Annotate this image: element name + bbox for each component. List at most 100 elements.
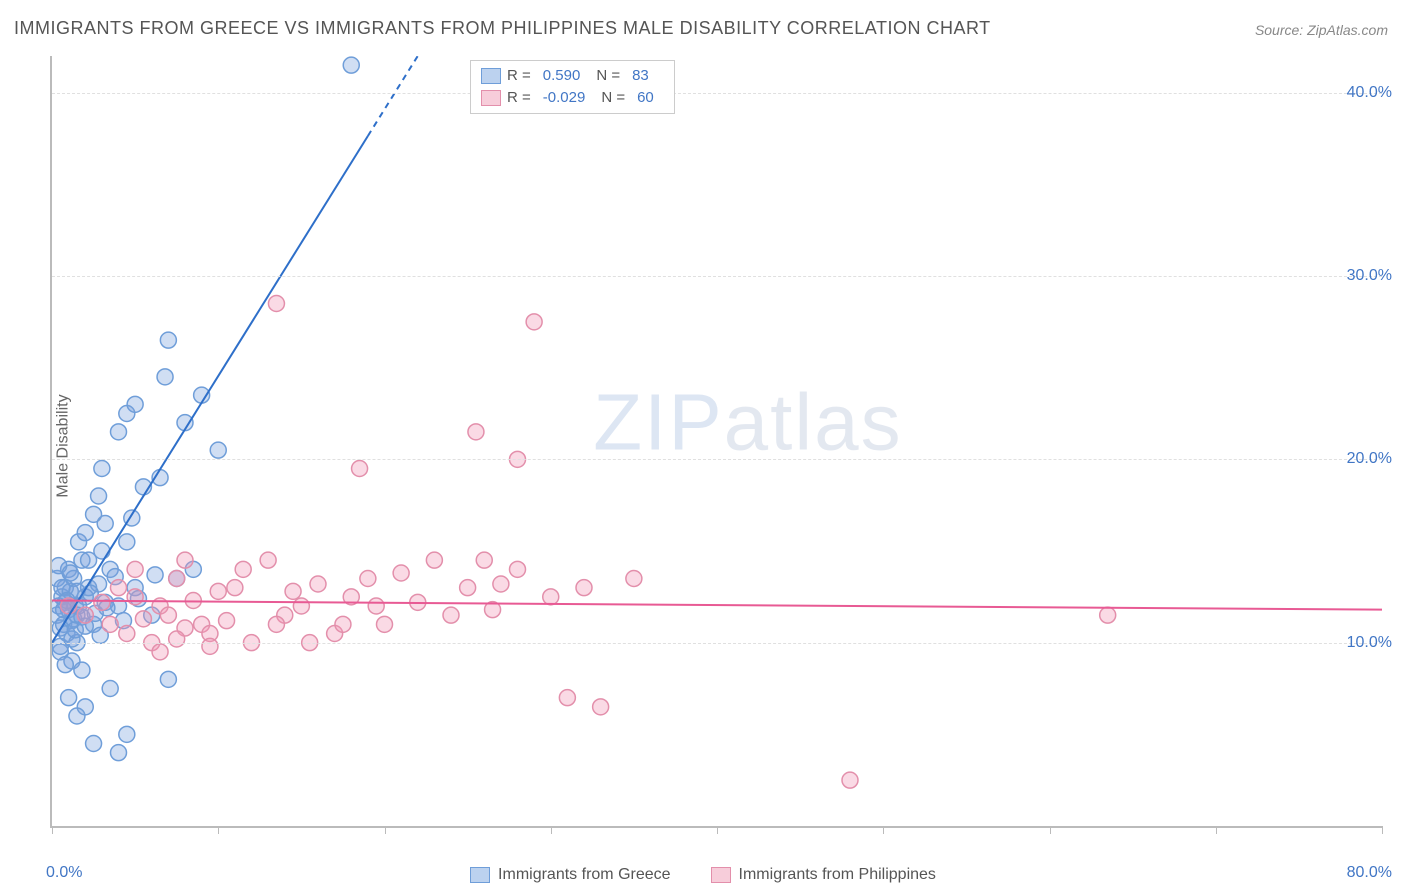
y-tick-label: 40.0%	[1347, 84, 1392, 102]
swatch-greece	[481, 68, 501, 84]
x-tick	[551, 826, 552, 834]
data-point	[202, 638, 218, 654]
data-point	[177, 552, 193, 568]
data-point	[69, 708, 85, 724]
r-label: R =	[507, 87, 531, 109]
x-tick	[1382, 826, 1383, 834]
data-point	[460, 580, 476, 596]
data-point	[626, 571, 642, 587]
data-point	[127, 396, 143, 412]
data-point	[352, 461, 368, 477]
legend-item-philippines: Immigrants from Philippines	[711, 866, 936, 884]
data-point	[268, 616, 284, 632]
swatch-philippines	[481, 90, 501, 106]
n-value-greece: 83	[626, 65, 659, 87]
data-point	[111, 580, 127, 596]
data-point	[377, 616, 393, 632]
data-point	[526, 314, 542, 330]
data-point	[102, 681, 118, 697]
x-tick-label: 0.0%	[46, 864, 82, 882]
x-tick	[52, 826, 53, 834]
trend-line	[52, 136, 368, 643]
r-label: R =	[507, 65, 531, 87]
data-point	[268, 296, 284, 312]
n-label: N =	[601, 87, 625, 109]
x-tick	[385, 826, 386, 834]
data-point	[293, 598, 309, 614]
data-point	[119, 534, 135, 550]
data-point	[160, 671, 176, 687]
data-point	[119, 626, 135, 642]
data-point	[81, 552, 97, 568]
gridline	[52, 93, 1382, 94]
data-point	[468, 424, 484, 440]
data-point	[260, 552, 276, 568]
data-point	[543, 589, 559, 605]
legend-label-philippines: Immigrants from Philippines	[739, 866, 936, 884]
data-point	[360, 571, 376, 587]
data-point	[210, 442, 226, 458]
data-point	[86, 736, 102, 752]
data-point	[510, 561, 526, 577]
data-point	[127, 561, 143, 577]
data-point	[559, 690, 575, 706]
y-tick-label: 30.0%	[1347, 267, 1392, 285]
data-point	[111, 745, 127, 761]
data-point	[368, 598, 384, 614]
plot-svg	[52, 56, 1382, 826]
data-point	[310, 576, 326, 592]
swatch-greece-icon	[470, 867, 490, 883]
data-point	[91, 488, 107, 504]
data-point	[285, 583, 301, 599]
stats-row-philippines: R = -0.029 N = 60	[481, 87, 664, 109]
data-point	[57, 657, 73, 673]
y-tick-label: 20.0%	[1347, 450, 1392, 468]
n-value-philippines: 60	[631, 87, 664, 109]
data-point	[135, 611, 151, 627]
data-point	[476, 552, 492, 568]
data-point	[160, 332, 176, 348]
data-point	[426, 552, 442, 568]
data-point	[169, 571, 185, 587]
data-point	[97, 516, 113, 532]
swatch-philippines-icon	[711, 867, 731, 883]
data-point	[343, 57, 359, 73]
data-point	[77, 607, 93, 623]
gridline	[52, 276, 1382, 277]
data-point	[61, 690, 77, 706]
chart-title: IMMIGRANTS FROM GREECE VS IMMIGRANTS FRO…	[14, 18, 991, 39]
x-tick-label: 80.0%	[1347, 864, 1392, 882]
data-point	[493, 576, 509, 592]
x-tick	[1050, 826, 1051, 834]
data-point	[157, 369, 173, 385]
trend-line	[52, 601, 1382, 610]
x-tick	[717, 826, 718, 834]
plot-area: ZIPatlas	[50, 56, 1382, 828]
data-point	[219, 613, 235, 629]
x-tick	[218, 826, 219, 834]
trend-line-dashed	[368, 56, 418, 136]
data-point	[335, 616, 351, 632]
data-point	[74, 662, 90, 678]
stats-legend: R = 0.590 N = 83 R = -0.029 N = 60	[470, 60, 675, 114]
series-legend: Immigrants from Greece Immigrants from P…	[0, 866, 1406, 884]
stats-row-greece: R = 0.590 N = 83	[481, 65, 664, 87]
data-point	[1100, 607, 1116, 623]
data-point	[210, 583, 226, 599]
data-point	[94, 594, 110, 610]
data-point	[147, 567, 163, 583]
data-point	[119, 726, 135, 742]
source-attribution: Source: ZipAtlas.com	[1255, 22, 1388, 38]
x-tick	[883, 826, 884, 834]
data-point	[62, 565, 78, 581]
n-label: N =	[596, 65, 620, 87]
gridline	[52, 643, 1382, 644]
data-point	[235, 561, 251, 577]
data-point	[842, 772, 858, 788]
data-point	[393, 565, 409, 581]
data-point	[102, 616, 118, 632]
legend-label-greece: Immigrants from Greece	[498, 866, 670, 884]
data-point	[576, 580, 592, 596]
data-point	[152, 644, 168, 660]
x-tick	[1216, 826, 1217, 834]
